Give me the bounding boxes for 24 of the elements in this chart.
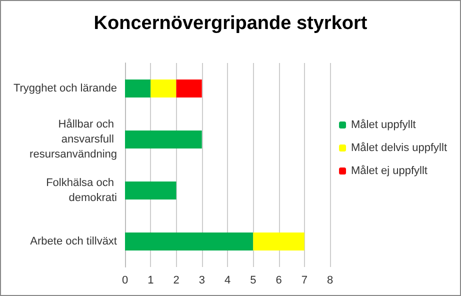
bar <box>150 80 176 98</box>
bar <box>125 130 202 148</box>
legend-label: Målet ej uppfyllt <box>351 165 428 177</box>
legend-label: Målet uppfyllt <box>351 119 416 131</box>
bar <box>125 232 254 250</box>
x-tick-label: 6 <box>276 274 282 286</box>
y-tick-label: Hållbar och ansvarsfull resursanvändning <box>30 118 117 160</box>
x-tick-label: 2 <box>173 274 180 286</box>
bar <box>125 80 151 98</box>
y-tick-label: Arbete och tillväxt <box>30 236 117 248</box>
bar <box>176 80 202 98</box>
y-tick-label: Trygghet och lärande <box>13 82 117 94</box>
bar <box>125 182 176 200</box>
x-tick-label: 0 <box>122 274 128 286</box>
x-tick-label: 3 <box>198 274 205 286</box>
x-tick-label: 1 <box>148 274 154 286</box>
x-tick-label: 4 <box>224 274 231 286</box>
chart-title: Koncernövergripande styrkort <box>94 13 368 34</box>
x-tick-label: 7 <box>301 274 308 286</box>
x-tick-label: 8 <box>326 274 334 286</box>
legend-label: Målet delvis uppfyllt <box>351 142 448 154</box>
x-tick-label: 5 <box>250 274 256 286</box>
bar <box>253 232 304 250</box>
y-tick-label: Folkhälsa och demokrati <box>46 177 117 204</box>
